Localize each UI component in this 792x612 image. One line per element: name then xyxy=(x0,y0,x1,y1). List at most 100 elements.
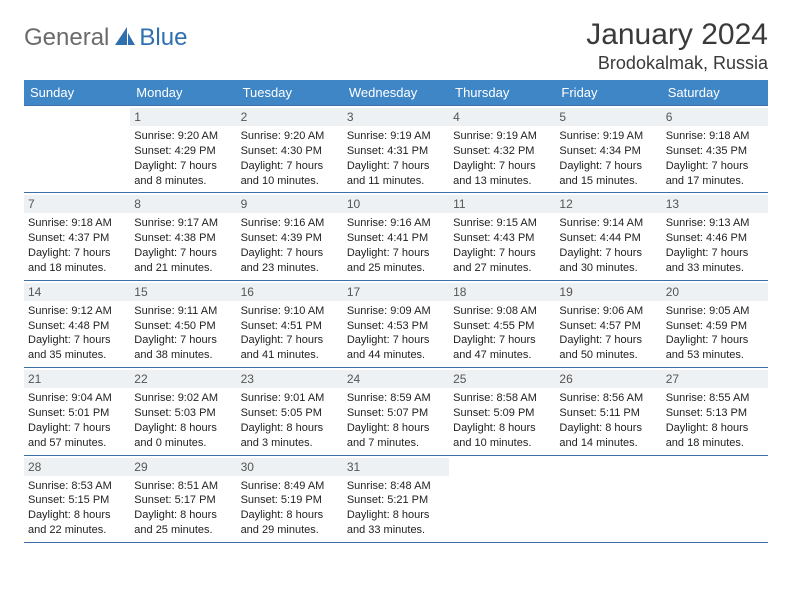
day-number: 29 xyxy=(130,458,236,476)
day-details: Sunrise: 9:08 AM Sunset: 4:55 PM Dayligh… xyxy=(453,304,551,363)
day-details: Sunrise: 9:20 AM Sunset: 4:29 PM Dayligh… xyxy=(134,129,232,188)
calendar-cell: 8 Sunrise: 9:17 AM Sunset: 4:38 PM Daylig… xyxy=(130,193,236,280)
day-number: 19 xyxy=(555,283,661,301)
day-details: Sunrise: 8:51 AM Sunset: 5:17 PM Dayligh… xyxy=(134,479,232,538)
calendar-cell: 24 Sunrise: 8:59 AM Sunset: 5:07 PM Dayli… xyxy=(343,368,449,455)
day-number: 26 xyxy=(555,370,661,388)
weekday-header: Thursday xyxy=(449,80,555,106)
calendar-cell: 26Sunrise: 8:56 AM Sunset: 5:11 PM Dayli… xyxy=(555,368,661,455)
calendar-cell: 6 Sunrise: 9:18 AM Sunset: 4:35 PM Daylig… xyxy=(662,106,768,193)
calendar-row: 28 Sunrise: 8:53 AM Sunset: 5:15 PM Dayli… xyxy=(24,455,768,542)
location-label: Brodokalmak, Russia xyxy=(586,53,768,74)
day-number: 5 xyxy=(555,108,661,126)
day-details: Sunrise: 8:48 AM Sunset: 5:21 PM Dayligh… xyxy=(347,479,445,538)
day-number: 25 xyxy=(449,370,555,388)
day-details: Sunrise: 9:01 AM Sunset: 5:05 PM Dayligh… xyxy=(241,391,339,450)
weekday-header: Monday xyxy=(130,80,236,106)
logo-text-general: General xyxy=(24,24,109,52)
day-details: Sunrise: 9:16 AM Sunset: 4:39 PM Dayligh… xyxy=(241,216,339,275)
day-number: 31 xyxy=(343,458,449,476)
calendar-cell: 14 Sunrise: 9:12 AM Sunset: 4:48 PM Dayli… xyxy=(24,280,130,367)
calendar-cell: 22Sunrise: 9:02 AM Sunset: 5:03 PM Dayli… xyxy=(130,368,236,455)
calendar-cell: 30 Sunrise: 8:49 AM Sunset: 5:19 PM Dayli… xyxy=(237,455,343,542)
day-details: Sunrise: 9:18 AM Sunset: 4:35 PM Dayligh… xyxy=(666,129,764,188)
day-details: Sunrise: 9:14 AM Sunset: 4:44 PM Dayligh… xyxy=(559,216,657,275)
day-details: Sunrise: 9:06 AM Sunset: 4:57 PM Dayligh… xyxy=(559,304,657,363)
day-number: 15 xyxy=(130,283,236,301)
calendar-cell: 12Sunrise: 9:14 AM Sunset: 4:44 PM Dayli… xyxy=(555,193,661,280)
calendar-cell: 21 Sunrise: 9:04 AM Sunset: 5:01 PM Dayli… xyxy=(24,368,130,455)
calendar-cell: 11Sunrise: 9:15 AM Sunset: 4:43 PM Dayli… xyxy=(449,193,555,280)
calendar-cell: 25 Sunrise: 8:58 AM Sunset: 5:09 PM Dayli… xyxy=(449,368,555,455)
day-details: Sunrise: 9:18 AM Sunset: 4:37 PM Dayligh… xyxy=(28,216,126,275)
day-number: 17 xyxy=(343,283,449,301)
day-details: Sunrise: 8:58 AM Sunset: 5:09 PM Dayligh… xyxy=(453,391,551,450)
calendar-row: 7Sunrise: 9:18 AM Sunset: 4:37 PM Daylig… xyxy=(24,193,768,280)
header: General Blue January 2024 Brodokalmak, R… xyxy=(24,18,768,74)
calendar-cell: 4 Sunrise: 9:19 AM Sunset: 4:32 PM Daylig… xyxy=(449,106,555,193)
calendar-cell xyxy=(24,106,130,193)
day-number: 27 xyxy=(662,370,768,388)
day-number: 20 xyxy=(662,283,768,301)
day-number: 30 xyxy=(237,458,343,476)
day-details: Sunrise: 8:49 AM Sunset: 5:19 PM Dayligh… xyxy=(241,479,339,538)
calendar-cell: 17Sunrise: 9:09 AM Sunset: 4:53 PM Dayli… xyxy=(343,280,449,367)
day-details: Sunrise: 8:59 AM Sunset: 5:07 PM Dayligh… xyxy=(347,391,445,450)
day-number: 8 xyxy=(130,195,236,213)
day-number: 10 xyxy=(343,195,449,213)
day-number: 18 xyxy=(449,283,555,301)
calendar-cell: 5Sunrise: 9:19 AM Sunset: 4:34 PM Daylig… xyxy=(555,106,661,193)
day-number: 4 xyxy=(449,108,555,126)
calendar-cell: 10Sunrise: 9:16 AM Sunset: 4:41 PM Dayli… xyxy=(343,193,449,280)
day-details: Sunrise: 9:19 AM Sunset: 4:31 PM Dayligh… xyxy=(347,129,445,188)
day-number: 28 xyxy=(24,458,130,476)
day-number: 2 xyxy=(237,108,343,126)
weekday-header: Wednesday xyxy=(343,80,449,106)
day-details: Sunrise: 9:19 AM Sunset: 4:32 PM Dayligh… xyxy=(453,129,551,188)
day-details: Sunrise: 8:53 AM Sunset: 5:15 PM Dayligh… xyxy=(28,479,126,538)
day-details: Sunrise: 9:11 AM Sunset: 4:50 PM Dayligh… xyxy=(134,304,232,363)
calendar-row: 21 Sunrise: 9:04 AM Sunset: 5:01 PM Dayli… xyxy=(24,368,768,455)
day-details: Sunrise: 9:04 AM Sunset: 5:01 PM Dayligh… xyxy=(28,391,126,450)
calendar-cell xyxy=(662,455,768,542)
calendar-table: SundayMondayTuesdayWednesdayThursdayFrid… xyxy=(24,80,768,543)
calendar-page: General Blue January 2024 Brodokalmak, R… xyxy=(0,0,792,612)
title-block: January 2024 Brodokalmak, Russia xyxy=(586,18,768,74)
calendar-cell: 19 Sunrise: 9:06 AM Sunset: 4:57 PM Dayli… xyxy=(555,280,661,367)
day-details: Sunrise: 9:17 AM Sunset: 4:38 PM Dayligh… xyxy=(134,216,232,275)
calendar-row: 14 Sunrise: 9:12 AM Sunset: 4:48 PM Dayli… xyxy=(24,280,768,367)
calendar-cell: 9 Sunrise: 9:16 AM Sunset: 4:39 PM Daylig… xyxy=(237,193,343,280)
day-number: 9 xyxy=(237,195,343,213)
calendar-cell xyxy=(555,455,661,542)
weekday-header: Saturday xyxy=(662,80,768,106)
calendar-cell: 18 Sunrise: 9:08 AM Sunset: 4:55 PM Dayli… xyxy=(449,280,555,367)
day-number: 22 xyxy=(130,370,236,388)
calendar-cell: 7Sunrise: 9:18 AM Sunset: 4:37 PM Daylig… xyxy=(24,193,130,280)
calendar-cell: 1Sunrise: 9:20 AM Sunset: 4:29 PM Daylig… xyxy=(130,106,236,193)
day-details: Sunrise: 9:20 AM Sunset: 4:30 PM Dayligh… xyxy=(241,129,339,188)
day-number: 14 xyxy=(24,283,130,301)
day-number: 6 xyxy=(662,108,768,126)
calendar-cell: 15 Sunrise: 9:11 AM Sunset: 4:50 PM Dayli… xyxy=(130,280,236,367)
calendar-head: SundayMondayTuesdayWednesdayThursdayFrid… xyxy=(24,80,768,106)
logo-sail-icon xyxy=(113,25,137,52)
logo-text-blue: Blue xyxy=(139,24,187,52)
calendar-cell xyxy=(449,455,555,542)
calendar-cell: 23 Sunrise: 9:01 AM Sunset: 5:05 PM Dayli… xyxy=(237,368,343,455)
day-number: 13 xyxy=(662,195,768,213)
day-details: Sunrise: 9:12 AM Sunset: 4:48 PM Dayligh… xyxy=(28,304,126,363)
month-title: January 2024 xyxy=(586,18,768,51)
weekday-header: Friday xyxy=(555,80,661,106)
day-details: Sunrise: 9:13 AM Sunset: 4:46 PM Dayligh… xyxy=(666,216,764,275)
weekday-header: Sunday xyxy=(24,80,130,106)
calendar-cell: 28 Sunrise: 8:53 AM Sunset: 5:15 PM Dayli… xyxy=(24,455,130,542)
day-number: 21 xyxy=(24,370,130,388)
calendar-row: 1Sunrise: 9:20 AM Sunset: 4:29 PM Daylig… xyxy=(24,106,768,193)
day-number: 11 xyxy=(449,195,555,213)
day-number: 24 xyxy=(343,370,449,388)
calendar-cell: 16Sunrise: 9:10 AM Sunset: 4:51 PM Dayli… xyxy=(237,280,343,367)
calendar-cell: 3 Sunrise: 9:19 AM Sunset: 4:31 PM Daylig… xyxy=(343,106,449,193)
day-number: 23 xyxy=(237,370,343,388)
day-number: 3 xyxy=(343,108,449,126)
day-number: 16 xyxy=(237,283,343,301)
